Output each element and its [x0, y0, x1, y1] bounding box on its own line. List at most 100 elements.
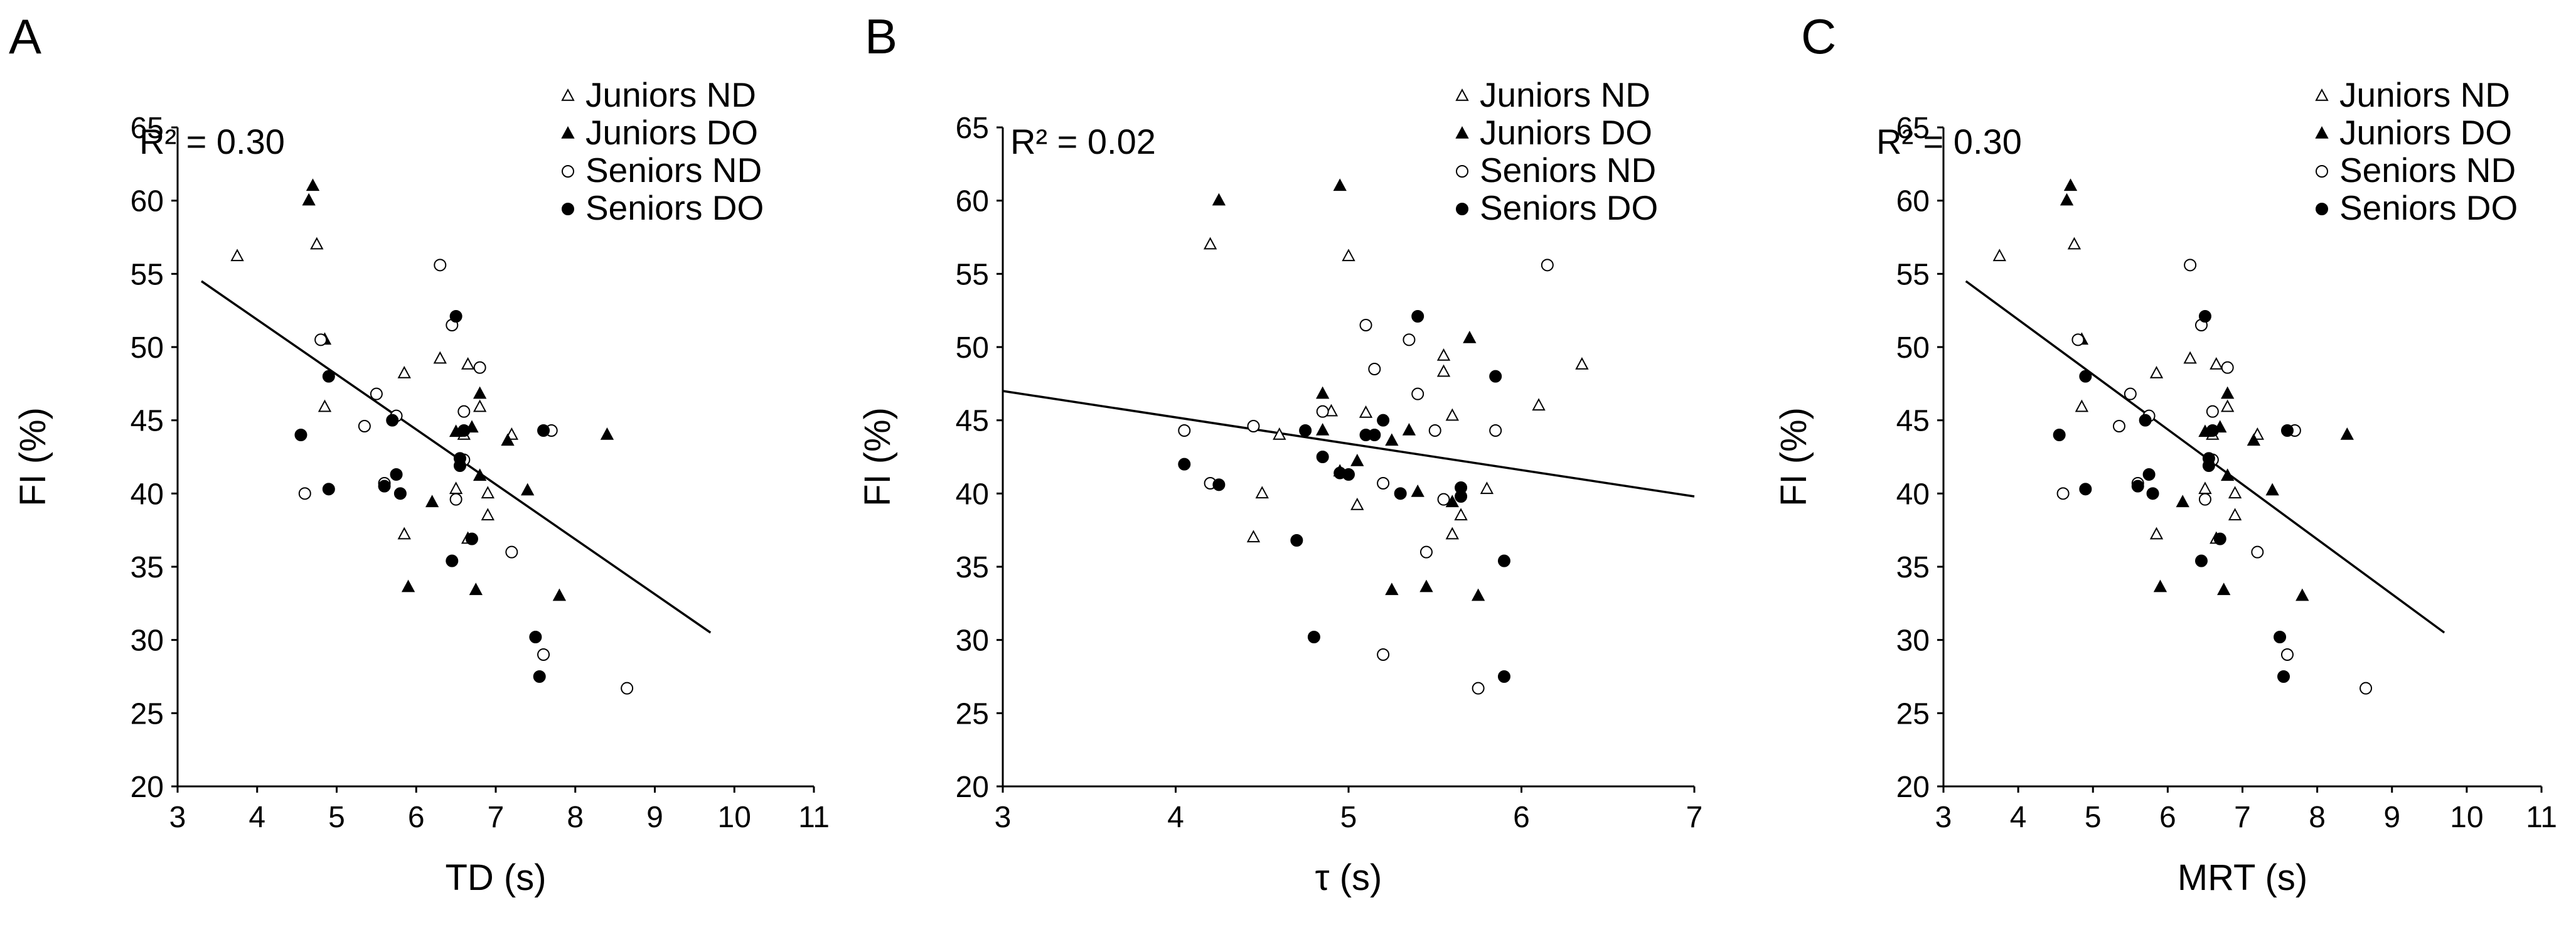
legend-label: Seniors DO	[585, 188, 764, 227]
y-tick-label: 65	[131, 112, 164, 145]
data-point	[1178, 424, 1191, 437]
x-tick-label: 8	[567, 801, 584, 834]
legend-marker	[2316, 203, 2328, 215]
data-point	[2056, 487, 2070, 500]
data-point	[230, 249, 244, 262]
data-point	[1411, 310, 1424, 323]
legend-marker	[562, 203, 574, 215]
data-point	[1342, 468, 1355, 481]
data-point	[2202, 459, 2215, 472]
x-tick-label: 10	[2450, 801, 2483, 834]
x-tick-label: 5	[2085, 801, 2102, 834]
legend-label: Juniors ND	[2339, 75, 2510, 114]
data-point	[1290, 534, 1303, 547]
data-point	[1403, 333, 1416, 346]
data-point	[529, 631, 542, 643]
data-point	[2142, 468, 2156, 481]
data-point	[370, 387, 383, 400]
data-point	[1463, 330, 1477, 343]
data-point	[1359, 405, 1373, 418]
series-seniors-nd	[1178, 259, 1554, 695]
data-point	[1368, 429, 1381, 441]
y-tick-label: 40	[956, 478, 989, 511]
y-tick-label: 45	[956, 405, 989, 438]
data-point	[1489, 424, 1502, 437]
data-point	[2112, 420, 2125, 432]
legend-marker	[1455, 88, 1469, 101]
y-tick-label: 45	[131, 405, 164, 438]
y-axis-label: FI (%)	[13, 407, 53, 506]
r-squared-label: R² = 0.02	[1010, 122, 1156, 161]
data-point	[446, 554, 459, 567]
data-point	[1299, 424, 1312, 437]
x-tick-label: 8	[2309, 801, 2326, 834]
data-point	[2063, 178, 2078, 191]
y-tick-label: 30	[956, 624, 989, 658]
data-point	[2146, 487, 2159, 500]
data-point	[1247, 420, 1260, 432]
data-point	[453, 459, 466, 472]
data-point	[2210, 356, 2223, 370]
data-point	[457, 405, 471, 418]
data-point	[461, 356, 475, 370]
y-tick-label: 65	[1896, 112, 1930, 145]
data-point	[2251, 545, 2264, 559]
data-point	[2067, 237, 2082, 250]
x-tick-label: 6	[2159, 801, 2176, 834]
data-point	[386, 414, 399, 427]
data-point	[306, 178, 320, 191]
y-tick-label: 35	[956, 551, 989, 584]
data-point	[1419, 545, 1433, 559]
data-point	[2075, 399, 2089, 412]
data-point	[1350, 497, 1364, 510]
data-point	[2274, 631, 2287, 643]
data-point	[2079, 370, 2092, 383]
series-juniors-do	[2060, 178, 2354, 601]
data-point	[2198, 310, 2211, 323]
data-point	[2217, 582, 2231, 596]
data-point	[2220, 468, 2235, 481]
y-tick-label: 60	[1896, 185, 1930, 218]
x-tick-label: 3	[995, 801, 1012, 834]
data-point	[2280, 424, 2294, 437]
legend-marker	[2316, 165, 2328, 178]
legend-marker	[1456, 203, 1468, 215]
data-point	[2360, 682, 2373, 695]
data-point	[1316, 451, 1329, 463]
data-point	[2221, 361, 2234, 374]
y-tick-label: 65	[956, 112, 989, 145]
data-point	[2198, 493, 2211, 506]
y-axis-label: FI (%)	[857, 407, 898, 506]
data-point	[1992, 249, 2007, 262]
data-point	[397, 527, 411, 540]
data-point	[318, 399, 332, 412]
x-tick-label: 7	[2234, 801, 2251, 834]
data-point	[2265, 483, 2279, 496]
data-point	[473, 361, 486, 374]
data-point	[2071, 333, 2085, 346]
series-seniors-nd	[298, 259, 634, 695]
data-point	[1246, 530, 1261, 543]
data-point	[2139, 414, 2152, 427]
data-point	[1385, 433, 1399, 446]
data-point	[390, 468, 403, 481]
x-axis-label: TD (s)	[445, 857, 546, 898]
data-point	[1472, 682, 1485, 695]
data-point	[481, 508, 495, 521]
x-tick-label: 3	[169, 801, 186, 834]
legend-label: Seniors ND	[585, 151, 762, 190]
legend-label: Juniors DO	[1480, 113, 1652, 152]
y-tick-label: 25	[131, 697, 164, 731]
data-point	[1411, 387, 1424, 400]
x-tick-label: 4	[2010, 801, 2027, 834]
x-tick-label: 7	[1686, 801, 1703, 834]
series-seniors-do	[2053, 310, 2294, 683]
data-point	[1436, 348, 1451, 361]
data-point	[1437, 493, 1450, 506]
x-tick-label: 6	[1513, 801, 1530, 834]
data-point	[2228, 508, 2242, 521]
data-point	[1497, 554, 1510, 567]
data-point	[433, 351, 447, 364]
